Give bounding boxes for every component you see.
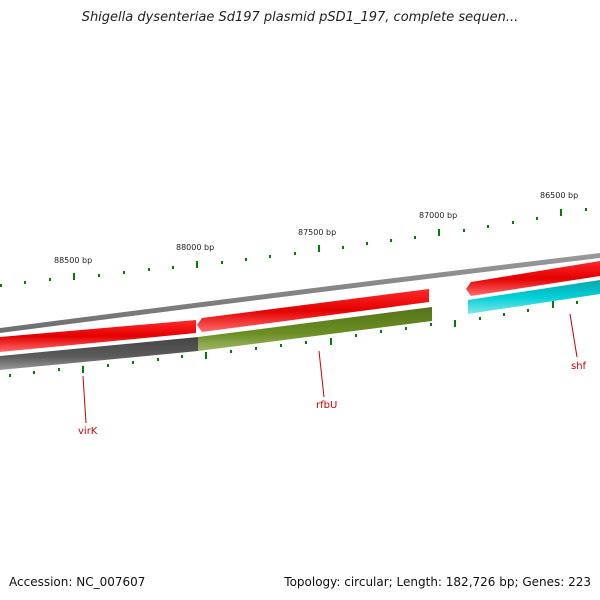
map-title: Shigella dysenteriae Sd197 plasmid pSD1_…	[81, 10, 519, 25]
inner-ticks	[9, 301, 578, 377]
gene-bar-shf[interactable]	[468, 280, 600, 314]
accession-text: Accession: NC_007607	[9, 575, 146, 589]
scale-label-88500: 88500 bp	[54, 256, 92, 265]
gene-bar-rfbU[interactable]	[198, 307, 432, 351]
scale-label-87500: 87500 bp	[298, 228, 336, 237]
feature-red-left[interactable]	[0, 320, 196, 352]
scale-labels: 88500 bp 88000 bp 87500 bp 87000 bp 8650…	[54, 191, 578, 265]
scale-label-86500: 86500 bp	[540, 191, 578, 200]
scale-label-88000: 88000 bp	[176, 243, 214, 252]
scale-label-87000: 87000 bp	[419, 211, 457, 220]
leader-rfbU	[318, 350, 325, 398]
backbone-track	[0, 253, 600, 333]
leader-shf	[569, 313, 578, 358]
gene-label-rfbU[interactable]: rfbU	[316, 400, 337, 411]
feature-red-right[interactable]	[466, 261, 600, 296]
gene-bar-virK[interactable]	[0, 337, 198, 370]
gene-label-virK[interactable]: virK	[78, 426, 98, 437]
feature-red-middle[interactable]	[197, 289, 429, 332]
gene-label-shf[interactable]: shf	[571, 361, 587, 372]
scale-ticks	[0, 208, 587, 287]
gene-leaders	[82, 313, 578, 424]
topology-text: Topology: circular; Length: 182,726 bp; …	[284, 575, 591, 589]
leader-virK	[82, 375, 87, 424]
